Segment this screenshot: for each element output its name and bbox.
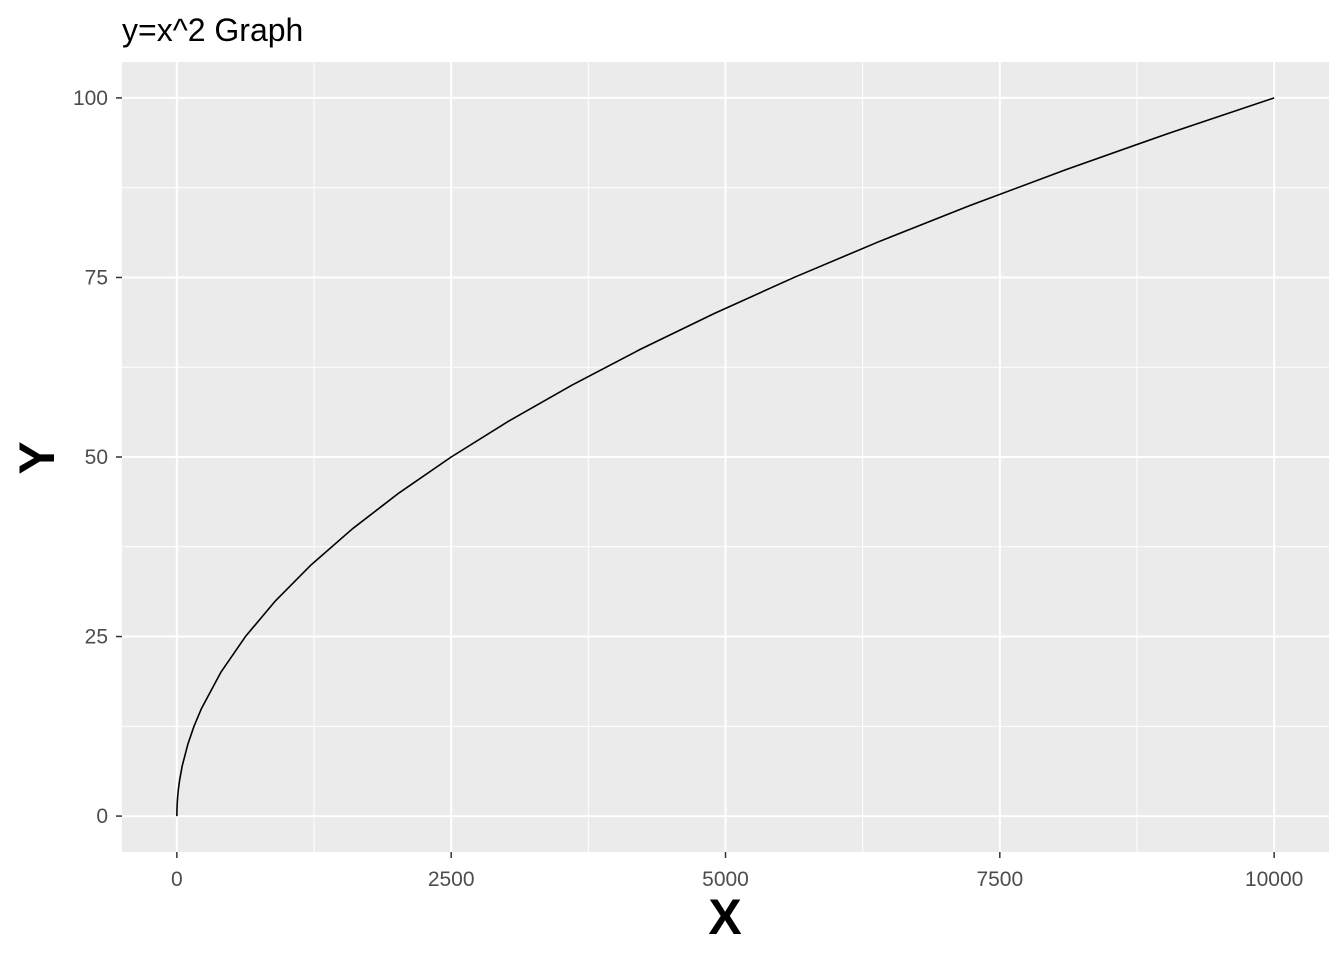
- x-tick-label-3: 7500: [976, 868, 1023, 891]
- data-point-25: [1166, 133, 1168, 135]
- data-point-21: [793, 277, 795, 279]
- data-point-16: [450, 456, 452, 458]
- data-point-3: [177, 794, 179, 796]
- data-point-4: [178, 787, 180, 789]
- x-axis: 0 2500 5000 7500 10000: [171, 852, 1303, 891]
- x-axis-title: X: [708, 889, 741, 945]
- y-axis: 0 25 50 75 100: [73, 87, 122, 828]
- y-tick-label-2: 50: [85, 446, 108, 469]
- data-point-2: [177, 801, 179, 803]
- data-point-13: [310, 564, 312, 566]
- y-axis-title: Y: [9, 441, 65, 474]
- y-tick-label-1: 25: [85, 626, 108, 649]
- x-tick-label-4: 10000: [1245, 868, 1303, 891]
- data-point-24: [1065, 169, 1067, 171]
- y-tick-label-3: 75: [85, 266, 108, 289]
- x-tick-label-1: 2500: [428, 868, 475, 891]
- data-point-22: [878, 241, 880, 243]
- x-tick-label-2: 5000: [702, 868, 749, 891]
- series-line-0: [176, 97, 1275, 817]
- data-point-12: [275, 600, 277, 602]
- data-point-9: [201, 708, 203, 710]
- data-point-5: [179, 779, 181, 781]
- data-point-6: [181, 765, 183, 767]
- data-point-26: [1273, 97, 1275, 99]
- data-point-0: [176, 815, 178, 817]
- x-tick-label-0: 0: [171, 868, 183, 891]
- chart-title: y=x^2 Graph: [122, 12, 303, 48]
- data-point-14: [352, 528, 354, 530]
- data-point-23: [969, 205, 971, 207]
- data-point-10: [220, 672, 222, 674]
- y-tick-label-0: 0: [96, 805, 108, 828]
- data-point-15: [398, 492, 400, 494]
- data-point-1: [176, 808, 178, 810]
- y-tick-label-4: 100: [73, 87, 108, 110]
- data-point-7: [187, 743, 189, 745]
- data-point-19: [640, 348, 642, 350]
- data-point-11: [245, 636, 247, 638]
- data-point-17: [508, 420, 510, 422]
- data-point-20: [714, 313, 716, 315]
- series-0: [176, 97, 1275, 817]
- data-point-8: [193, 726, 195, 728]
- data-point-18: [571, 384, 573, 386]
- series-layer: [176, 97, 1275, 817]
